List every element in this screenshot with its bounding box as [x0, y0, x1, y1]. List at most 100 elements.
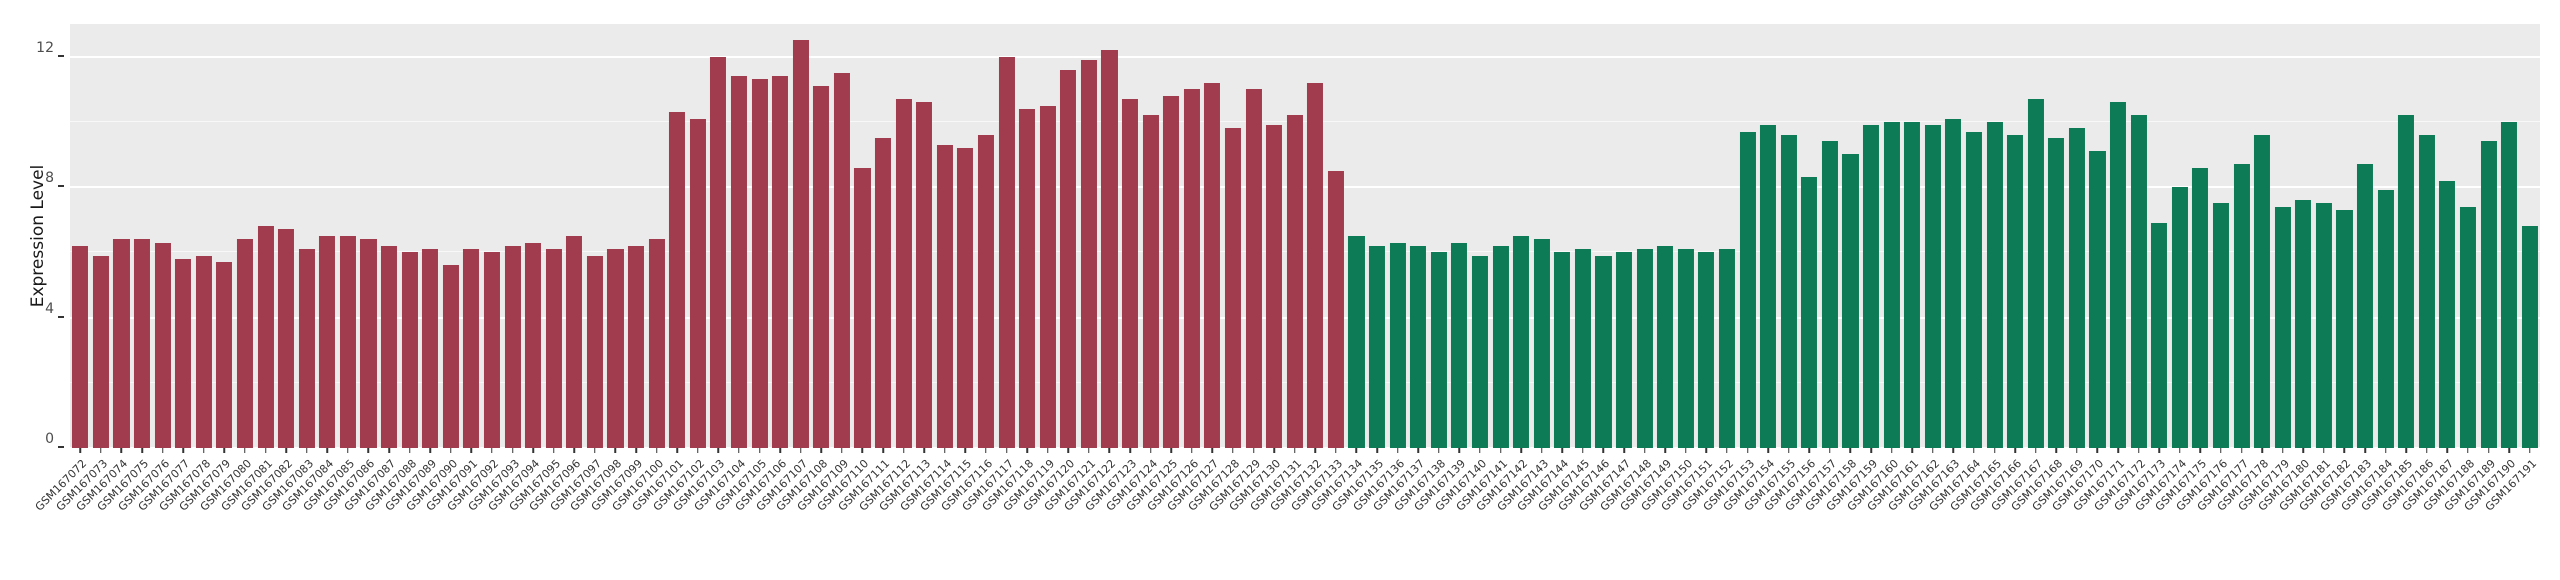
gridline-minor — [70, 381, 2540, 383]
bar — [1863, 125, 1880, 448]
bar — [2295, 200, 2312, 448]
bar — [2254, 134, 2271, 448]
x-tick-mark — [1520, 448, 1522, 453]
x-tick-mark — [1952, 448, 1955, 453]
x-tick-mark — [1458, 448, 1461, 453]
bar — [1718, 249, 1735, 448]
bar — [175, 258, 192, 448]
x-tick-mark — [1149, 448, 1152, 453]
x-tick-mark — [676, 448, 678, 453]
bar — [2439, 180, 2456, 448]
x-tick-mark — [2426, 448, 2428, 453]
bar — [2068, 128, 2085, 448]
x-tick-mark — [1479, 448, 1481, 453]
x-tick-mark — [1005, 448, 1008, 453]
bar — [1327, 170, 1344, 448]
x-tick-mark — [1643, 448, 1646, 453]
bar — [2418, 134, 2435, 448]
x-tick-mark — [2323, 448, 2325, 453]
x-tick-mark — [1993, 448, 1996, 453]
y-tick-mark — [58, 446, 64, 448]
bar — [2171, 187, 2188, 448]
bar — [566, 236, 583, 448]
x-tick-mark — [594, 448, 596, 453]
x-tick-mark — [1417, 448, 1419, 453]
x-tick-mark — [285, 448, 287, 453]
y-tick-label: 12 — [36, 39, 54, 56]
x-tick-mark — [1232, 448, 1234, 453]
x-tick-mark — [1252, 448, 1255, 453]
x-tick-mark — [244, 448, 246, 453]
bar — [2110, 102, 2127, 448]
bar — [648, 239, 665, 448]
x-tick-mark — [2034, 448, 2037, 453]
x-tick-mark — [2405, 448, 2407, 453]
bar — [1636, 249, 1653, 448]
bar — [792, 40, 809, 448]
x-tick-mark — [635, 448, 637, 453]
x-tick-mark — [882, 448, 884, 453]
bar — [1286, 115, 1303, 448]
bar — [2212, 203, 2229, 448]
x-tick-mark — [1376, 448, 1378, 453]
x-tick-mark — [100, 448, 102, 453]
x-tick-mark — [120, 448, 123, 453]
bar — [442, 265, 459, 448]
x-tick-mark — [1438, 448, 1440, 453]
bar — [689, 118, 706, 448]
bar — [1554, 252, 1571, 448]
x-tick-mark — [717, 448, 720, 453]
x-tick-mark — [2487, 448, 2490, 453]
bar — [875, 138, 892, 448]
x-tick-mark — [738, 448, 740, 453]
x-tick-mark — [1829, 448, 1831, 453]
x-tick-mark — [1191, 448, 1193, 453]
x-tick-mark — [1314, 448, 1317, 453]
gridline-minor — [70, 251, 2540, 253]
x-tick-mark — [552, 448, 555, 453]
x-tick-mark — [2364, 448, 2366, 453]
bar — [504, 245, 521, 448]
bar — [833, 72, 850, 448]
x-tick-mark — [1746, 448, 1749, 453]
bar — [1924, 125, 1941, 448]
bar — [628, 245, 645, 448]
x-tick-mark — [1602, 448, 1605, 453]
bar — [1060, 69, 1077, 448]
x-tick-mark — [182, 448, 184, 453]
x-tick-mark — [2261, 448, 2263, 453]
bar — [1533, 239, 1550, 448]
x-tick-mark — [2240, 448, 2243, 453]
bar — [854, 167, 871, 448]
x-tick-mark — [429, 448, 431, 453]
bar — [2048, 138, 2065, 448]
bar — [2027, 99, 2044, 448]
x-tick-mark — [2096, 448, 2099, 453]
bar — [1986, 121, 2003, 448]
bar — [422, 249, 439, 448]
bar — [977, 134, 994, 448]
x-tick-mark — [2076, 448, 2078, 453]
bar — [772, 76, 789, 448]
x-tick-mark — [532, 448, 534, 453]
x-tick-mark — [2446, 448, 2449, 453]
x-tick-mark — [1685, 448, 1687, 453]
x-tick-mark — [944, 448, 946, 453]
bar — [298, 249, 315, 448]
x-tick-mark — [470, 448, 473, 453]
x-tick-mark — [2384, 448, 2387, 453]
x-tick-mark — [861, 448, 864, 453]
bar — [2377, 190, 2394, 448]
x-axis-ticks — [70, 448, 2540, 454]
x-tick-mark — [1726, 448, 1728, 453]
x-tick-mark — [655, 448, 658, 453]
bar — [257, 226, 274, 448]
x-tick-mark — [820, 448, 823, 453]
x-tick-mark — [1767, 448, 1769, 453]
x-tick-mark — [408, 448, 411, 453]
bar — [360, 239, 377, 448]
x-tick-mark — [614, 448, 617, 453]
bar — [545, 249, 562, 448]
bar — [1019, 108, 1036, 448]
